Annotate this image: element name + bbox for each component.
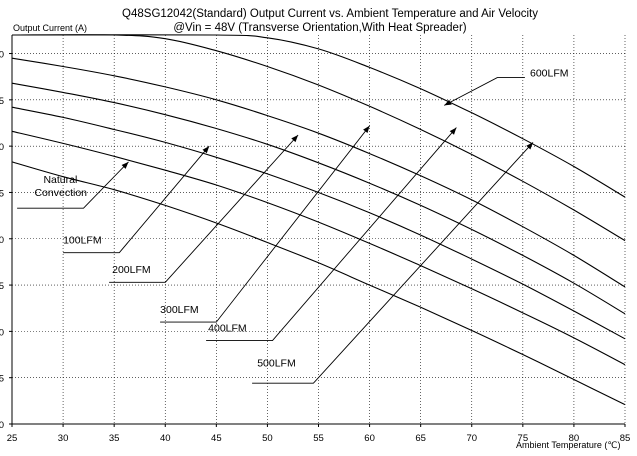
x-tick-label-11: 80 <box>569 433 580 444</box>
annotation-leader-natural-convection <box>17 161 129 209</box>
x-tick-label-10: 75 <box>518 433 529 444</box>
x-axis-label: Ambient Temperature (℃) <box>516 440 620 450</box>
annotation-arrowhead-300lfm <box>363 125 370 133</box>
y-tick-label-7: 5 <box>0 96 4 107</box>
y-tick-labels: 0 5 0 5 0 5 0 5 0 <box>0 50 4 431</box>
series-line-600lfm <box>11 34 626 198</box>
x-tick-label-9: 70 <box>466 433 477 444</box>
y-tick-label-8: 0 <box>0 50 4 61</box>
annotation-leader-600lfm <box>443 77 525 106</box>
annotation-leader-500lfm <box>252 142 534 384</box>
annotation-arrowhead-natural-convection <box>121 161 129 169</box>
y-tick-label-2: 0 <box>0 327 4 338</box>
annotation-label-line-1: Convection <box>34 187 87 199</box>
annotation-arrowhead-200lfm <box>291 135 299 143</box>
x-tick-label-1: 30 <box>58 433 69 444</box>
x-tick-label-6: 55 <box>313 433 324 444</box>
annotation-label-200lfm: 200LFM <box>112 264 151 276</box>
annotation-label-500lfm: 500LFM <box>257 358 296 370</box>
y-tick-label-3: 5 <box>0 281 4 292</box>
annotation-label-600lfm: 600LFM <box>530 68 569 80</box>
chart-title: Q48SG12042(Standard) Output Current vs. … <box>122 8 538 20</box>
grid <box>12 35 626 424</box>
x-tick-label-0: 25 <box>7 433 18 444</box>
y-axis-label: Output Current (A) <box>13 23 87 33</box>
x-tick-label-5: 50 <box>262 433 273 444</box>
series-lines <box>11 34 626 406</box>
x-tick-labels: 25 30 35 40 45 50 55 60 65 70 75 80 85 <box>7 433 631 444</box>
annotation-leader-100lfm <box>63 145 210 254</box>
x-tick-label-12: 85 <box>620 433 631 444</box>
annotation-arrowhead-400lfm <box>449 127 457 135</box>
annotation-leader-200lfm <box>109 134 299 283</box>
annotation-arrowhead-100lfm <box>202 146 210 154</box>
x-tick-label-7: 60 <box>364 433 375 444</box>
series-line-300lfm <box>11 82 626 315</box>
annotation-arrowhead-500lfm <box>526 142 533 150</box>
series-line-natural-convection <box>11 161 626 406</box>
chart-subtitle: @Vin = 48V (Transverse Orientation,With … <box>173 22 466 34</box>
x-tick-label-3: 40 <box>160 433 171 444</box>
series-line-500lfm <box>11 34 626 242</box>
x-tick-label-4: 45 <box>211 433 222 444</box>
y-tick-label-0: 0 <box>0 420 4 431</box>
series-line-200lfm <box>11 106 626 340</box>
x-tick-label-8: 65 <box>415 433 426 444</box>
annotation-leader-400lfm <box>206 127 457 342</box>
annotation-label-100lfm: 100LFM <box>63 234 102 246</box>
y-tick-label-4: 0 <box>0 235 4 246</box>
annotation-label-line-0: Natural <box>43 174 77 186</box>
series-line-400lfm <box>11 57 626 288</box>
annotation-label-300lfm: 300LFM <box>160 304 199 316</box>
annotation-label-400lfm: 400LFM <box>208 322 247 334</box>
y-tick-label-1: 5 <box>0 374 4 385</box>
annotation-arrowhead-600lfm <box>444 99 452 106</box>
annotation-label-natural-convection: Natural Convection <box>34 174 87 199</box>
axes <box>9 35 626 427</box>
annotations: 600LFM Natural Convection 100LFM 200LFM 300LF… <box>17 68 569 384</box>
annotation-leader-300lfm <box>160 125 370 323</box>
y-tick-label-6: 0 <box>0 142 4 153</box>
series-line-100lfm <box>11 130 626 366</box>
x-tick-label-2: 35 <box>109 433 120 444</box>
y-tick-label-5: 5 <box>0 188 4 199</box>
